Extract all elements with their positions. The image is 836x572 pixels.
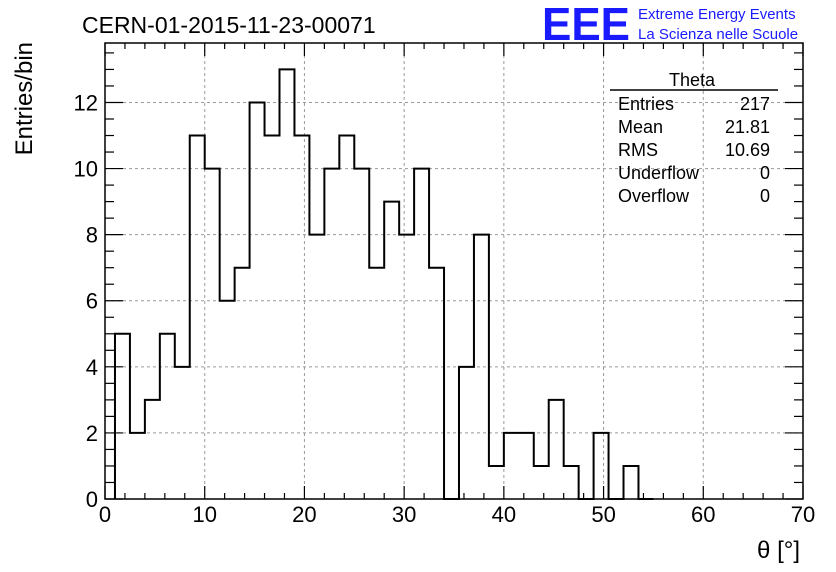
histogram-bin [534,466,549,499]
histogram-bin [564,466,579,499]
y-tick-label: 2 [86,421,98,446]
histogram-bin [519,433,534,499]
x-tick-label: 50 [591,502,615,527]
y-tick-label: 12 [74,90,98,115]
histogram-bin [549,400,564,499]
histogram-bin [489,466,504,499]
stats-label: Overflow [618,186,690,206]
histogram-bin [459,367,474,499]
stats-value: 10.69 [725,140,770,160]
histogram-bin [294,136,309,499]
stats-value: 217 [740,94,770,114]
x-tick-label: 30 [392,502,416,527]
histogram-bin [624,466,639,499]
stats-value: 21.81 [725,117,770,137]
y-axis-label: Entries/bin [11,42,38,155]
grid-lines [105,43,803,499]
histogram-bin [235,268,250,499]
logo-line2: La Scienza nelle Scuole [638,26,798,43]
plot-frame [104,42,804,500]
histogram-line [113,68,654,500]
histogram-outline [113,68,654,500]
y-tick-label: 8 [86,223,98,248]
stats-label: Entries [618,94,674,114]
x-tick-label: 0 [99,502,111,527]
stats-label: Underflow [618,163,700,183]
stats-value: 0 [760,186,770,206]
y-tick-label: 6 [86,289,98,314]
histogram-bin [205,169,220,499]
logo-mark: EEE [542,0,630,50]
stats-label: RMS [618,140,658,160]
histogram-bin [354,169,369,499]
y-tick-label: 4 [86,355,98,380]
histogram-bin [160,334,175,499]
x-tick-label: 70 [791,502,815,527]
histogram-bin [220,301,235,499]
histogram-bin [309,235,324,499]
histogram-bin [280,69,295,499]
logo-line1: Extreme Energy Events [638,6,796,23]
histogram-bin [250,102,265,499]
histogram-bin [369,268,384,499]
stats-label: Mean [618,117,663,137]
histogram-bin [594,433,609,499]
axes [104,42,804,500]
chart-title: CERN-01-2015-11-23-00071 [82,12,376,38]
histogram-bin [399,235,414,499]
histogram-bin [339,136,354,499]
histogram-bin [384,202,399,499]
stats-box: Theta Entries 217 Mean 21.81 RMS 10.69 Underflo… [610,70,778,206]
histogram-bin [474,235,489,499]
eee-logo: EEE Extreme Energy Events La Scienza nel… [542,0,798,50]
histogram-bin [504,433,519,499]
stats-title: Theta [669,70,716,90]
x-tick-label: 20 [292,502,316,527]
histogram-bin [265,136,280,499]
histogram-bin [324,169,339,499]
x-tick-label: 10 [192,502,216,527]
x-tick-label: 40 [492,502,516,527]
histogram-bin [414,169,429,499]
stats-value: 0 [760,163,770,183]
y-tick-label: 0 [86,487,98,512]
histogram-bin [429,268,444,499]
histogram-bin [115,334,130,499]
tick-labels: 0 10 20 30 40 50 60 70 0 2 4 6 8 10 12 [74,90,816,527]
histogram-bin [175,367,190,499]
histogram-bin [190,136,205,499]
histogram-bin [130,433,145,499]
histogram-bin [145,400,160,499]
x-axis-label: θ [°] [757,537,800,564]
x-tick-label: 60 [691,502,715,527]
y-tick-label: 10 [74,157,98,182]
